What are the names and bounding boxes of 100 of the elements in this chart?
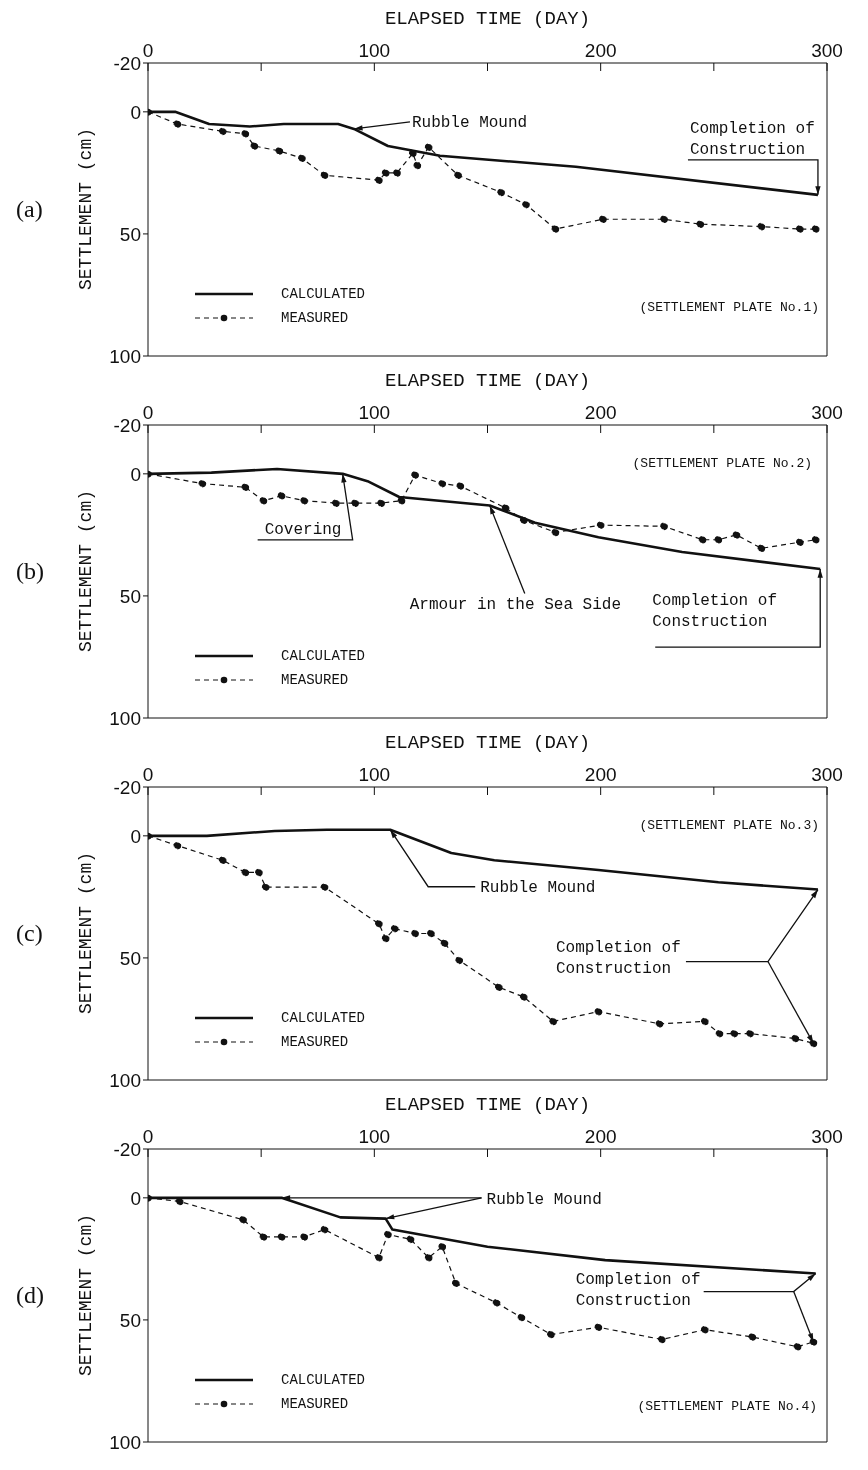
point <box>497 188 505 197</box>
point <box>655 1020 664 1028</box>
point <box>411 929 419 938</box>
point <box>241 130 250 138</box>
point <box>384 1230 392 1239</box>
point <box>320 171 329 180</box>
point <box>218 856 227 865</box>
annotation: (SETTLEMENT PLATE No.2) <box>632 456 812 471</box>
y-axis-title: SETTLEMENT (cm) <box>76 1212 96 1378</box>
point <box>522 200 530 209</box>
point <box>519 516 528 525</box>
point <box>300 496 308 505</box>
x-tick-label: 100 <box>358 40 391 61</box>
point <box>173 841 182 850</box>
x-axis-title: ELAPSED TIME (DAY) <box>383 370 592 392</box>
point <box>455 956 464 965</box>
point <box>259 1233 268 1241</box>
point <box>390 924 399 933</box>
y-tick-label: 0 <box>130 825 141 847</box>
point <box>255 868 263 877</box>
point <box>698 535 707 544</box>
y-axis-title: SETTLEMENT (cm) <box>76 126 96 292</box>
y-tick-label: -20 <box>113 1138 141 1160</box>
x-tick-label: 200 <box>584 1126 617 1147</box>
x-tick-label: 200 <box>584 40 617 61</box>
y-tick-label: -20 <box>113 52 141 74</box>
point <box>438 479 447 488</box>
point <box>250 142 259 150</box>
legend-label: MEASURED <box>281 310 349 326</box>
legend-label: MEASURED <box>281 672 349 688</box>
x-tick-label: 300 <box>811 40 843 61</box>
text: (d) <box>16 1281 44 1309</box>
point <box>413 161 422 170</box>
point <box>594 1007 603 1016</box>
point <box>594 1323 603 1332</box>
point <box>660 522 668 531</box>
point <box>393 169 401 177</box>
text: (c) <box>16 919 43 947</box>
point <box>811 535 820 544</box>
annotation: (SETTLEMENT PLATE No.3) <box>639 818 819 833</box>
y-tick-label: 0 <box>130 1187 141 1209</box>
point <box>411 471 419 479</box>
point <box>381 169 390 177</box>
point <box>298 154 306 163</box>
point <box>239 1216 247 1224</box>
x-tick-label: 100 <box>358 402 391 423</box>
x-tick-label: 200 <box>584 402 617 423</box>
point <box>300 1233 308 1241</box>
point <box>732 531 741 539</box>
point <box>811 225 820 233</box>
point <box>409 149 417 158</box>
y-tick-label: 50 <box>119 1309 141 1331</box>
point <box>173 120 182 128</box>
x-tick-label: 300 <box>811 402 843 423</box>
point <box>320 883 329 891</box>
point <box>375 919 383 928</box>
point <box>519 993 528 1001</box>
x-tick-label: 100 <box>358 764 391 785</box>
point <box>332 499 340 507</box>
point <box>501 504 510 512</box>
annotation: Completion of Construction <box>555 938 681 978</box>
point <box>375 176 383 184</box>
point <box>793 1342 802 1351</box>
legend-label: CALCULATED <box>281 648 366 664</box>
point <box>218 127 227 136</box>
point <box>791 1034 800 1043</box>
x-tick-label: 300 <box>811 764 843 785</box>
annotation: Rubble Mound <box>480 878 596 897</box>
x-tick-label: 200 <box>584 764 617 785</box>
legend-label: MEASURED <box>281 1396 349 1412</box>
point <box>660 215 668 224</box>
y-tick-label: 100 <box>109 345 141 367</box>
point <box>599 215 607 224</box>
y-tick-label: 100 <box>109 707 141 729</box>
point <box>440 939 449 948</box>
point <box>757 222 766 231</box>
annotation: Completion of Construction <box>652 592 778 632</box>
y-axis-title: SETTLEMENT (cm) <box>76 488 96 654</box>
point <box>551 225 560 233</box>
annotation: Covering <box>264 520 342 539</box>
point <box>424 143 433 152</box>
point <box>551 528 560 537</box>
point <box>456 482 465 490</box>
point <box>406 1235 415 1244</box>
point <box>277 1233 286 1241</box>
y-tick-label: 100 <box>109 1431 141 1453</box>
annotation: Rubble Mound <box>486 1190 602 1209</box>
x-axis-title: ELAPSED TIME (DAY) <box>383 732 592 754</box>
point <box>198 479 207 488</box>
point <box>351 499 359 507</box>
point <box>549 1017 557 1026</box>
point <box>714 535 723 544</box>
annotation: (SETTLEMENT PLATE No.4) <box>637 1399 817 1414</box>
legend-label: MEASURED <box>281 1034 349 1050</box>
point <box>381 934 390 943</box>
x-tick-label: 100 <box>358 1126 391 1147</box>
point <box>700 1325 709 1334</box>
annotation: Rubble Mound <box>411 113 528 132</box>
point <box>241 483 250 492</box>
point <box>261 883 270 891</box>
